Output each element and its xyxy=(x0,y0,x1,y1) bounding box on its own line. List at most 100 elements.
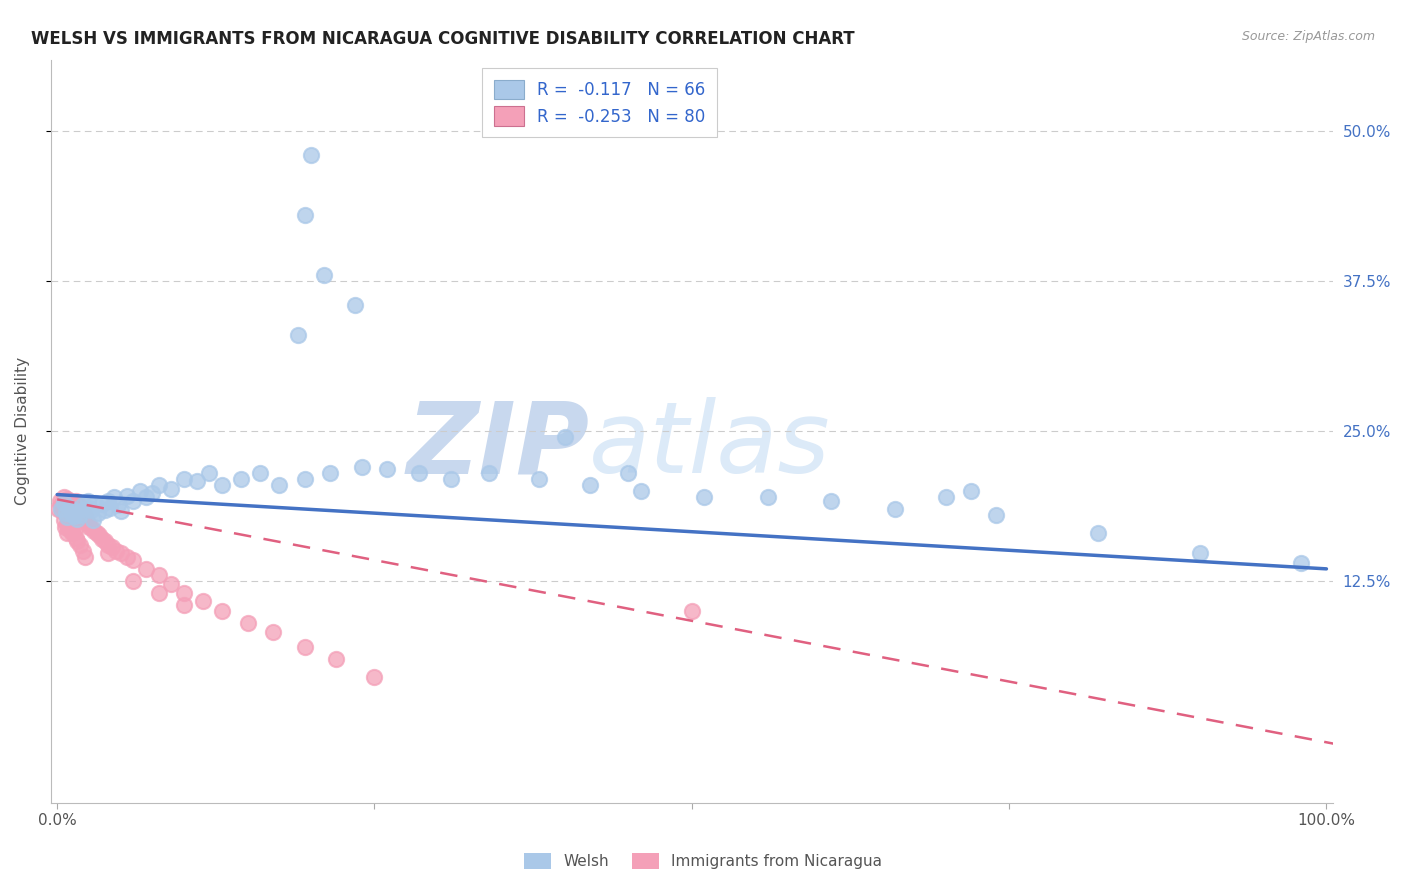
Point xyxy=(122,553,145,567)
Point xyxy=(756,490,779,504)
Point xyxy=(49,502,72,516)
Point xyxy=(60,506,83,520)
Point xyxy=(80,520,103,534)
Point xyxy=(52,490,75,504)
Point xyxy=(53,497,76,511)
Point xyxy=(94,534,117,549)
Point xyxy=(1087,525,1109,540)
Point xyxy=(820,493,842,508)
Point xyxy=(173,586,195,600)
Point xyxy=(56,525,79,540)
Point xyxy=(70,508,93,522)
Point xyxy=(1289,556,1312,570)
Point xyxy=(97,538,120,552)
Point xyxy=(211,478,233,492)
Point xyxy=(110,504,132,518)
Point xyxy=(325,651,347,665)
Point xyxy=(103,490,125,504)
Point xyxy=(100,500,122,515)
Point xyxy=(62,503,84,517)
Point xyxy=(66,502,89,516)
Point xyxy=(935,490,957,504)
Point xyxy=(56,492,79,507)
Point xyxy=(173,598,195,612)
Point xyxy=(75,502,97,516)
Point xyxy=(100,541,122,555)
Point xyxy=(122,493,145,508)
Point xyxy=(77,520,100,534)
Point xyxy=(66,511,89,525)
Point xyxy=(55,495,77,509)
Point xyxy=(52,513,75,527)
Point xyxy=(55,503,77,517)
Point xyxy=(107,499,129,513)
Point xyxy=(51,496,73,510)
Point xyxy=(90,532,112,546)
Point xyxy=(56,517,79,532)
Point xyxy=(67,499,90,513)
Point xyxy=(48,502,70,516)
Point xyxy=(287,328,309,343)
Y-axis label: Cognitive Disability: Cognitive Disability xyxy=(15,357,30,505)
Point xyxy=(69,538,91,552)
Point xyxy=(211,604,233,618)
Point xyxy=(53,506,76,520)
Point xyxy=(59,493,82,508)
Point xyxy=(198,466,221,480)
Point xyxy=(529,472,551,486)
Point xyxy=(141,486,163,500)
Legend: Welsh, Immigrants from Nicaragua: Welsh, Immigrants from Nicaragua xyxy=(517,847,889,875)
Point xyxy=(269,478,291,492)
Point xyxy=(135,562,157,576)
Point xyxy=(294,208,316,222)
Point xyxy=(87,528,110,542)
Text: atlas: atlas xyxy=(589,398,831,494)
Point xyxy=(59,502,82,516)
Point xyxy=(160,482,183,496)
Point xyxy=(69,508,91,522)
Point xyxy=(59,514,82,528)
Point xyxy=(49,499,72,513)
Point xyxy=(75,509,97,524)
Point xyxy=(80,503,103,517)
Point xyxy=(58,496,80,510)
Point xyxy=(73,511,96,525)
Point xyxy=(55,506,77,520)
Point xyxy=(960,483,983,498)
Point xyxy=(249,466,271,480)
Point xyxy=(62,509,84,524)
Point xyxy=(62,525,84,540)
Point xyxy=(52,500,75,515)
Point xyxy=(160,577,183,591)
Point xyxy=(48,493,70,508)
Point xyxy=(75,549,97,564)
Text: ZIP: ZIP xyxy=(406,398,589,494)
Point xyxy=(76,493,98,508)
Point xyxy=(62,499,84,513)
Point xyxy=(97,546,120,560)
Point xyxy=(554,430,576,444)
Point xyxy=(84,496,107,510)
Point xyxy=(173,472,195,486)
Point xyxy=(579,478,602,492)
Point xyxy=(53,520,76,534)
Point xyxy=(986,508,1008,522)
Point xyxy=(1188,546,1211,560)
Point xyxy=(135,490,157,504)
Point xyxy=(128,483,150,498)
Point xyxy=(60,499,83,513)
Point xyxy=(440,472,463,486)
Point xyxy=(86,525,108,540)
Point xyxy=(319,466,342,480)
Point xyxy=(62,500,84,515)
Point xyxy=(77,500,100,515)
Point xyxy=(630,483,652,498)
Point xyxy=(72,544,94,558)
Point xyxy=(58,500,80,515)
Text: Source: ZipAtlas.com: Source: ZipAtlas.com xyxy=(1241,30,1375,44)
Point xyxy=(52,496,75,510)
Point xyxy=(408,466,430,480)
Point xyxy=(363,670,385,684)
Point xyxy=(65,531,87,545)
Point xyxy=(75,514,97,528)
